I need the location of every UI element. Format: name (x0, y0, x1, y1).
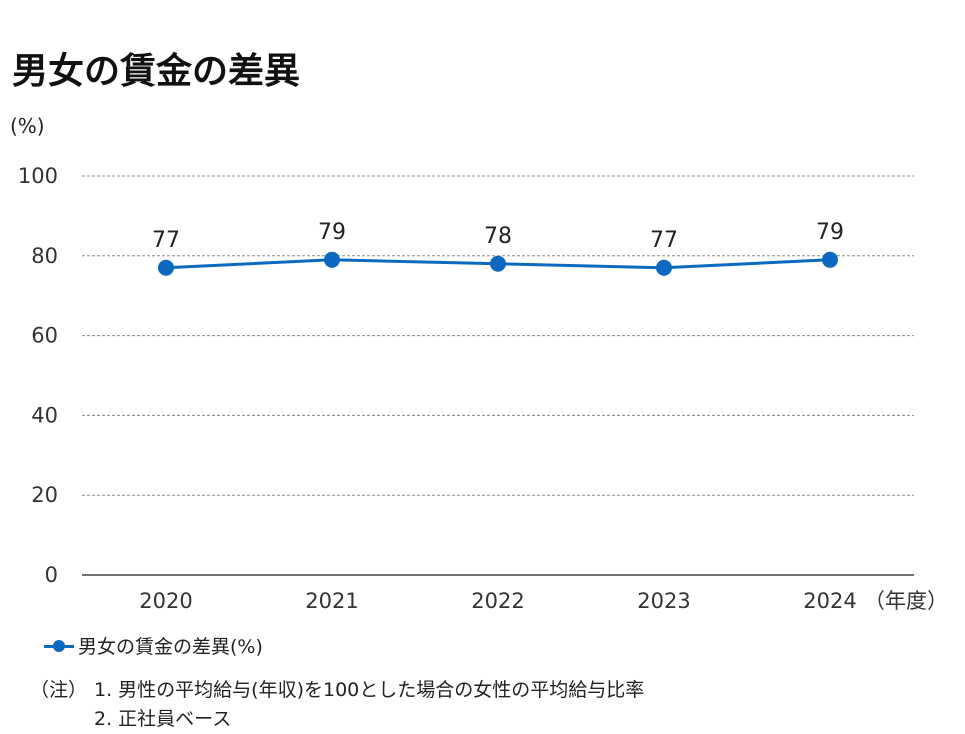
data-point (656, 259, 672, 276)
legend-series-label: 男女の賃金の差異(%) (78, 636, 263, 658)
data-label: 79 (816, 220, 844, 245)
x-axis-ticks: 2020 2021 2022 2023 2024 （年度） (139, 589, 948, 613)
x-tick-label: 2021 (305, 589, 358, 613)
data-label: 77 (650, 228, 678, 253)
footnote-prefix: （注） (30, 679, 88, 701)
x-tick-label: 2024 (803, 589, 856, 613)
y-tick-label: 40 (31, 403, 58, 427)
legend: 男女の賃金の差異(%) (44, 632, 263, 659)
x-axis-unit-label: （年度） (864, 589, 948, 613)
footnote-item: 2. 正社員ベース (94, 708, 232, 730)
series-group (158, 251, 838, 276)
y-tick-label: 80 (31, 244, 58, 268)
page-title: 男女の賃金の差異 (12, 51, 301, 92)
legend-series-marker (44, 639, 74, 653)
data-labels: 77 79 78 77 79 (152, 220, 844, 253)
x-tick-label: 2020 (139, 589, 192, 613)
y-tick-label: 60 (31, 324, 58, 348)
data-label: 77 (152, 228, 180, 253)
y-tick-label: 20 (31, 483, 58, 507)
data-point (324, 251, 340, 268)
x-tick-label: 2022 (471, 589, 524, 613)
y-axis-ticks: 0 20 40 60 80 100 (18, 164, 58, 587)
footnote-item: 1. 男性の平均給与(年収)を100とした場合の女性の平均給与比率 (94, 679, 645, 701)
data-label: 79 (318, 220, 346, 245)
data-label: 78 (484, 224, 512, 249)
x-tick-label: 2023 (637, 589, 690, 613)
footnotes: （注） 1. 男性の平均給与(年収)を100とした場合の女性の平均給与比率 2.… (30, 676, 644, 734)
data-point (490, 255, 506, 272)
data-point (822, 251, 838, 268)
data-point (158, 259, 174, 276)
y-axis-unit-label: (%) (10, 114, 45, 138)
y-tick-label: 0 (45, 563, 58, 587)
y-tick-label: 100 (18, 164, 58, 188)
